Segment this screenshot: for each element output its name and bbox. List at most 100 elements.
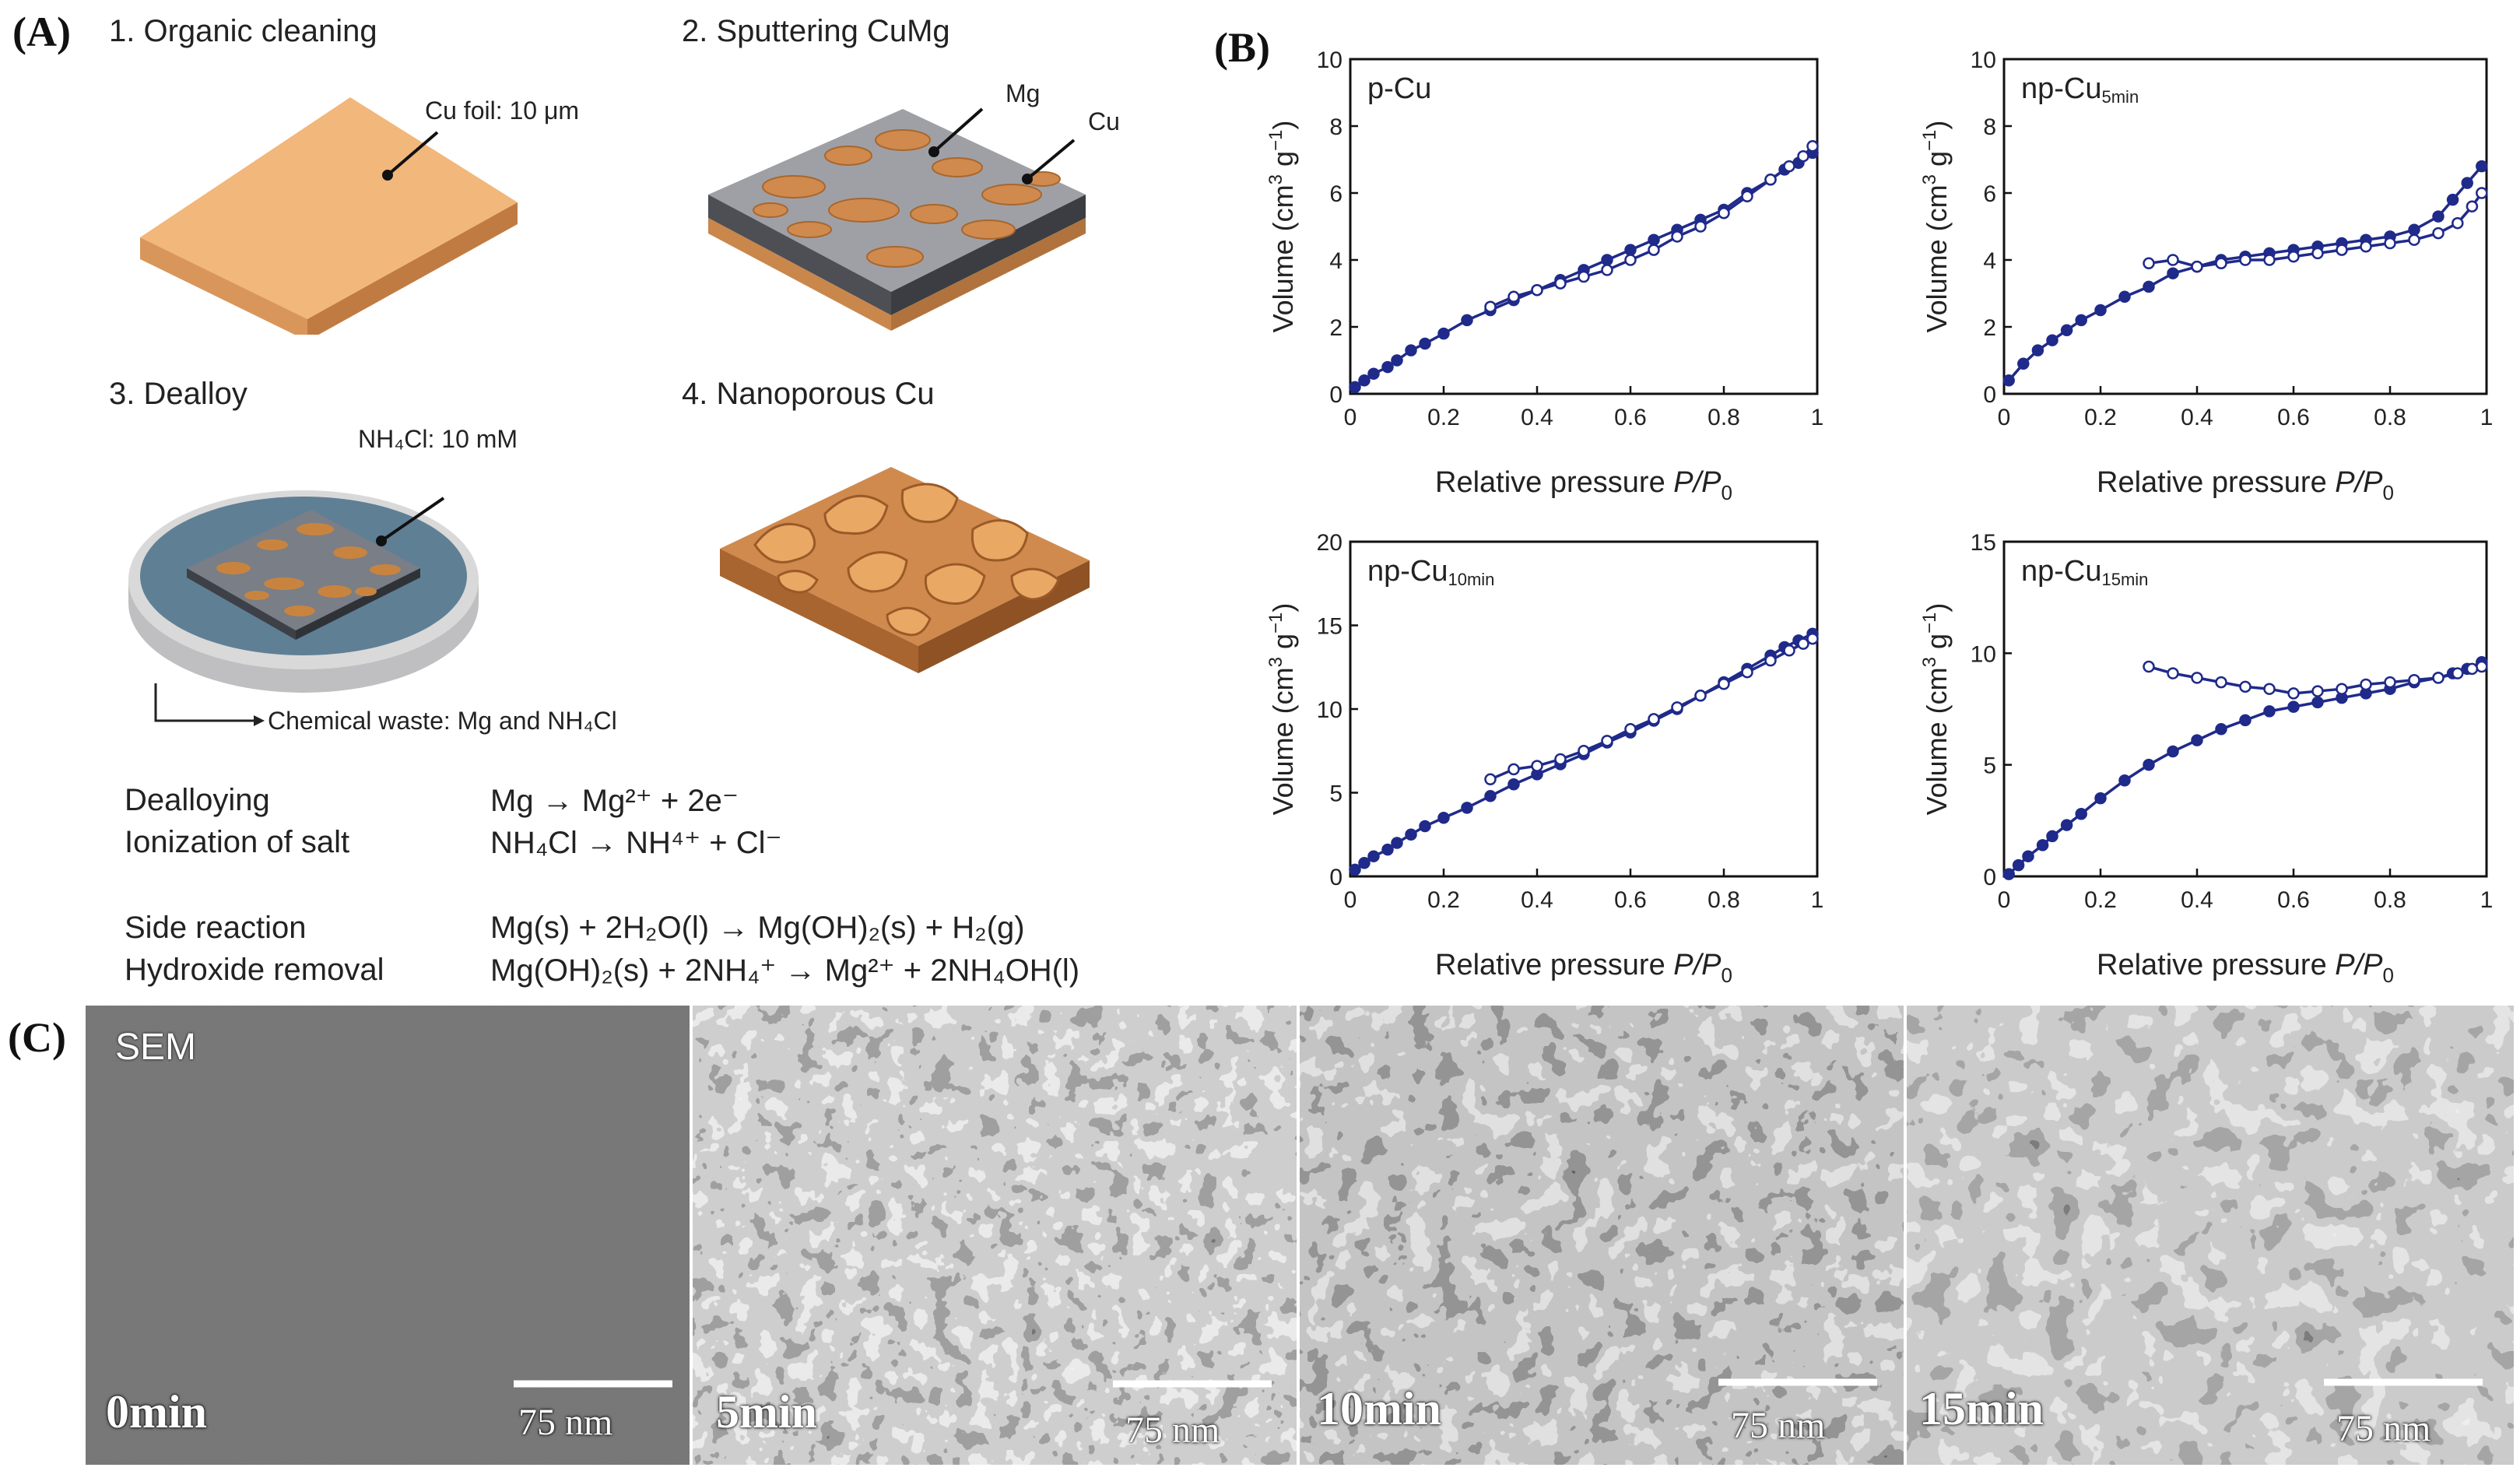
- chart-4-desorption-point: [2143, 660, 2155, 673]
- chart-3-desorption-point: [1741, 665, 1753, 679]
- chart-2-adsorption-point: [2167, 267, 2179, 279]
- chart-2-adsorption-point: [2118, 290, 2131, 304]
- cu-foil-callout: Cu foil: 10 μm: [425, 97, 580, 125]
- chart-2-desorption-point: [2215, 257, 2227, 270]
- chart-3-desorption-point: [1783, 644, 1795, 657]
- panel-c-letter: (C): [8, 1014, 66, 1061]
- chart-2-desorption-point: [2167, 254, 2179, 266]
- chart-1-adsorption-point: [1381, 360, 1394, 374]
- chart-4-desorption-point: [2476, 660, 2488, 673]
- chart-4-desorption-point: [2311, 685, 2324, 697]
- chart-4-adsorption-point: [2263, 705, 2276, 718]
- sem-scale-10min: 75 nm: [1731, 1405, 1826, 1446]
- chart-4-adsorption-point: [2046, 830, 2058, 843]
- waste-arrow: [154, 683, 265, 726]
- chart-3-desorption-point: [1797, 637, 1809, 650]
- chart-3-adsorption-point: [1437, 812, 1450, 824]
- chart-3-ylabel: Volume (cm3 g−1): [1265, 603, 1299, 816]
- chart-4-desorption-point: [2432, 672, 2445, 684]
- chart-2-xtick-label: 0.2: [2084, 405, 2117, 430]
- chart-4-adsorption-point: [2002, 868, 2015, 880]
- chart-2-xtick-label: 0.6: [2277, 405, 2310, 430]
- chart-4-adsorption-point: [2118, 774, 2131, 787]
- chart-4-desorption-point: [2263, 683, 2276, 695]
- chart-2-adsorption-point: [2075, 314, 2087, 327]
- chart-3-adsorption-point: [1419, 820, 1431, 833]
- chart-1-desorption-point: [1783, 160, 1795, 173]
- chart-2-desorption-point: [2360, 240, 2372, 253]
- chart-3-xtick-label: 0.4: [1521, 887, 1553, 913]
- sem-scale-5min: 75 nm: [1125, 1410, 1220, 1451]
- chart-1-ytick-label: 0: [1329, 382, 1342, 408]
- chart-4-desorption-point: [2215, 676, 2227, 689]
- chart-2-adsorption-point: [2432, 210, 2445, 223]
- sem-scale-15min: 75 nm: [2336, 1408, 2431, 1449]
- chart-1-desorption-point: [1484, 300, 1497, 313]
- chart-3-xtick-label: 0.2: [1427, 887, 1460, 913]
- chart-3-xtick-label: 0.8: [1707, 887, 1740, 913]
- chart-2-desorption-point: [2143, 257, 2155, 270]
- equation-formula-hydroxide-removal: Mg(OH)₂(s) + 2NH₄⁺ → Mg²⁺ + 2NH₄OH(l): [490, 953, 1080, 988]
- chart-4-ytick-label: 15: [1971, 530, 1996, 556]
- chart-3-xtick-label: 1: [1811, 887, 1824, 913]
- chart-1-title: p-Cu: [1367, 72, 1431, 105]
- chart-3-desorption-point: [1554, 753, 1567, 766]
- chart-1-desorption-point: [1764, 174, 1777, 186]
- chart-2-adsorption-point: [2476, 160, 2488, 173]
- chart-1-desorption-point: [1797, 149, 1809, 163]
- chart-4-frame: [2002, 540, 2488, 878]
- chart-1-desorption-point: [1624, 254, 1637, 266]
- chart-1-ytick-label: 6: [1329, 181, 1342, 207]
- cu-callout: Cu: [1088, 107, 1120, 135]
- chart-1-adsorption-point: [1419, 337, 1431, 350]
- chart-2-desorption-point: [2432, 226, 2445, 240]
- chart-4-xtick-label: 1: [2480, 887, 2494, 913]
- chart-2-desorption-point: [2191, 260, 2203, 273]
- chart-4-adsorption-point: [2012, 858, 2025, 872]
- chart-1-adsorption-point: [1461, 314, 1473, 327]
- chart-4-desorption-point: [2360, 678, 2372, 691]
- chart-4-adsorption-point: [2143, 758, 2155, 771]
- chart-1-adsorption-point: [1358, 374, 1371, 387]
- chart-1-adsorption-point: [1349, 381, 1361, 394]
- chart-2-adsorption-point: [2461, 177, 2473, 189]
- chart-3-ytick-label: 20: [1317, 530, 1342, 556]
- chart-2-desorption-point: [2476, 187, 2488, 199]
- chart-2-xtick-label: 0.8: [2374, 405, 2406, 430]
- chart-1-desorption-point: [1554, 277, 1567, 290]
- equation-name-ionization: Ionization of salt: [125, 825, 350, 859]
- chart-4-desorption-point: [2336, 683, 2348, 695]
- chart-2-xtick-label: 0.4: [2181, 405, 2213, 430]
- chart-2-desorption-point: [2384, 237, 2396, 250]
- chart-2-ytick-label: 10: [1971, 47, 1996, 73]
- chart-2-adsorption-point: [2143, 280, 2155, 293]
- chart-2-ytick-label: 6: [1983, 181, 1996, 207]
- chart-2-adsorption-point: [2060, 324, 2073, 337]
- chart-4-adsorption-point: [2036, 839, 2049, 851]
- chart-2-adsorption-point: [2031, 344, 2044, 356]
- chart-4-adsorption-point: [2060, 819, 2073, 831]
- chart-4-desorption-point: [2466, 662, 2479, 676]
- chart-1-ytick-label: 4: [1329, 248, 1342, 274]
- chart-2-adsorption-point: [2094, 304, 2107, 317]
- chart-3-desorption-point: [1718, 678, 1730, 690]
- chart-2-xtick-label: 1: [2480, 405, 2494, 430]
- chart-1-desorption-point: [1648, 244, 1660, 256]
- chart-1-ytick-label: 10: [1317, 47, 1342, 73]
- chart-3-desorption-point: [1507, 763, 1520, 776]
- sem-image-0min: [86, 1006, 690, 1465]
- chart-2-desorption-point: [2452, 216, 2464, 230]
- chart-3-desorption-point: [1806, 632, 1819, 645]
- chart-4-series-adsorption-line: [2008, 661, 2483, 876]
- sem-image-15min: [1907, 1006, 2514, 1465]
- chart-1-ytick-label: 2: [1329, 315, 1342, 341]
- equation-name-hydroxide-removal: Hydroxide removal: [125, 953, 384, 987]
- sem-time-5min: 5min: [716, 1386, 818, 1438]
- chart-3-adsorption-point: [1367, 850, 1380, 862]
- chart-4-xtick-label: 0.8: [2374, 887, 2406, 913]
- chart-1-adsorption-point: [1648, 233, 1660, 246]
- chart-3-ytick-label: 0: [1329, 865, 1342, 890]
- chart-4-adsorption-point: [2022, 850, 2034, 862]
- chart-3-desorption-point: [1578, 745, 1590, 757]
